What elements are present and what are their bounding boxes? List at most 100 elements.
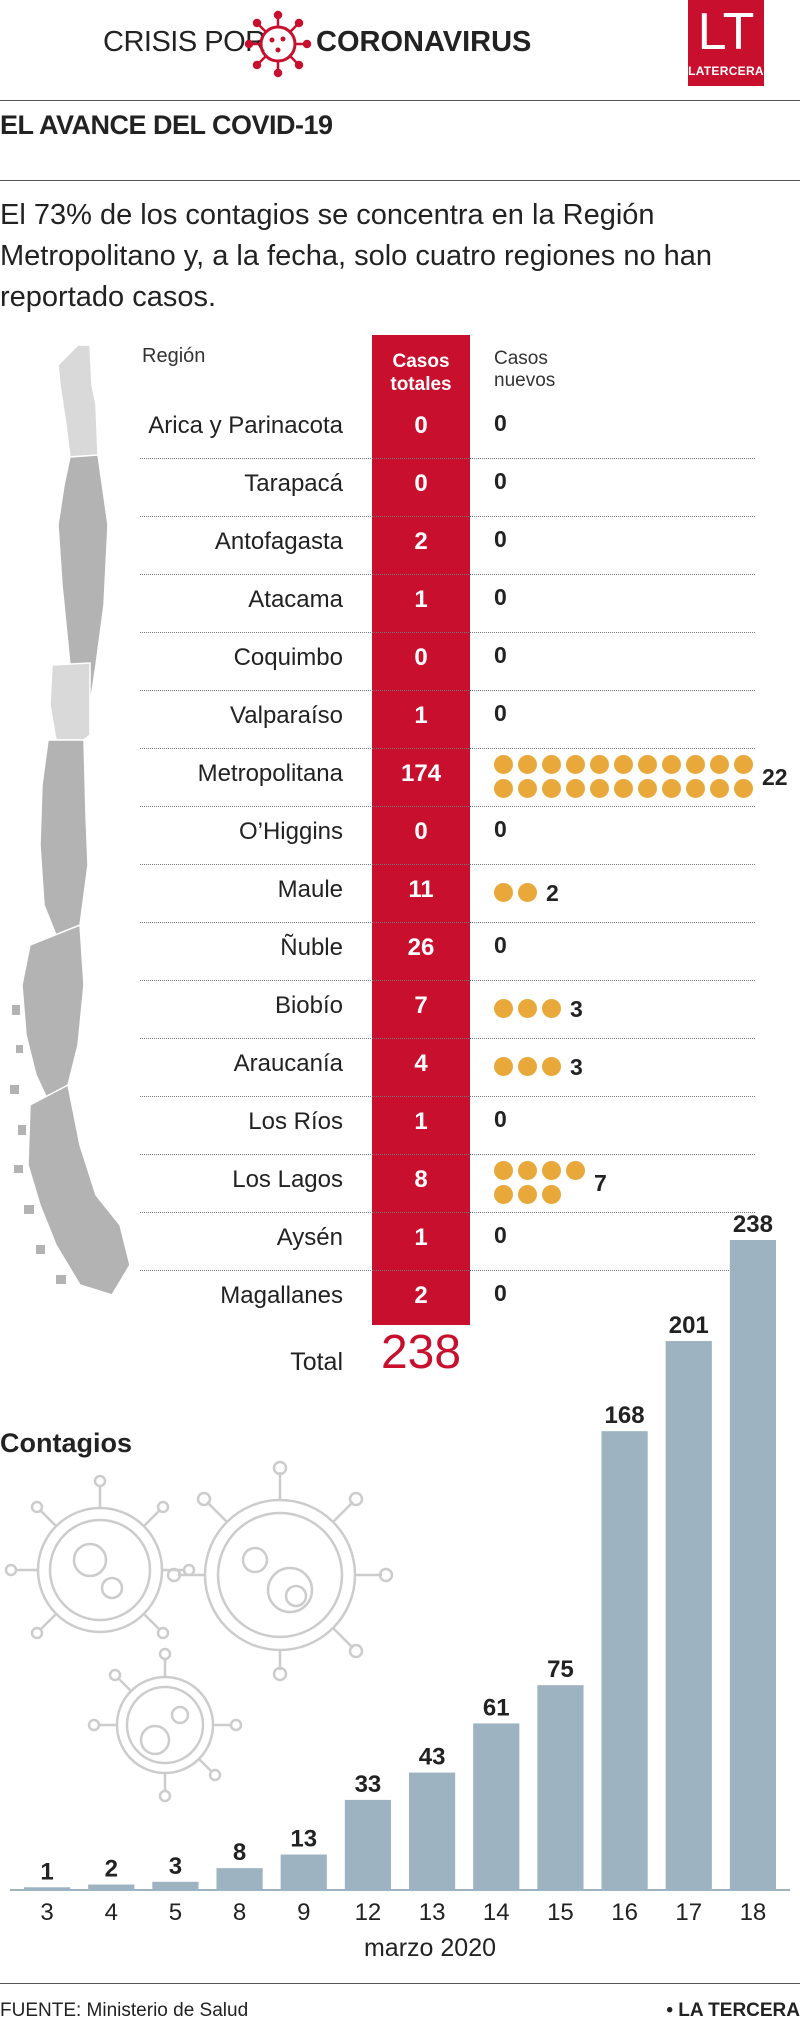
region-name: Tarapacá xyxy=(244,470,343,497)
chart-title: Contagios xyxy=(0,1428,132,1458)
total-cases-value: 0 xyxy=(414,412,428,439)
virus-illustration-bottom xyxy=(87,1647,243,1803)
header-total-line1: Casos xyxy=(392,351,450,372)
new-case-dot xyxy=(638,755,657,774)
region-name: Magallanes xyxy=(220,1282,343,1309)
row-separator xyxy=(140,806,755,807)
new-case-dot xyxy=(518,779,537,798)
new-case-dot xyxy=(590,755,609,774)
x-tick-label: 8 xyxy=(233,1899,246,1926)
region-name: Aysén xyxy=(276,1224,343,1251)
new-cases-value: 0 xyxy=(494,468,507,494)
bar-value-label: 43 xyxy=(419,1744,446,1771)
x-tick-label: 9 xyxy=(297,1899,310,1926)
bar xyxy=(729,1240,777,1890)
new-cases-value: 0 xyxy=(494,700,507,726)
map-region-coquimbo xyxy=(49,662,91,741)
bar-value-label: 61 xyxy=(483,1694,510,1721)
region-name: Arica y Parinacota xyxy=(148,412,343,439)
total-cases-value: 0 xyxy=(414,818,428,845)
total-cases-value: 1 xyxy=(414,586,428,613)
row-separator xyxy=(140,980,755,981)
total-value: 238 xyxy=(380,1326,462,1379)
new-case-dot xyxy=(638,779,657,798)
divider xyxy=(0,1983,800,1984)
region-name: Antofagasta xyxy=(214,528,343,555)
new-case-dot xyxy=(494,755,513,774)
new-case-dot xyxy=(734,755,753,774)
region-name: Valparaíso xyxy=(230,702,343,729)
bar xyxy=(23,1887,71,1890)
x-tick-label: 12 xyxy=(355,1899,382,1926)
region-name: Los Lagos xyxy=(232,1166,343,1193)
total-cases-value: 1 xyxy=(414,1224,428,1251)
header-new-line2: nuevos xyxy=(494,370,556,391)
row-separator xyxy=(140,748,755,749)
region-name: Araucanía xyxy=(233,1050,343,1077)
new-case-dot xyxy=(566,755,585,774)
virus-icon xyxy=(244,10,312,78)
header-region: Región xyxy=(142,345,206,367)
map-region-north xyxy=(57,345,99,458)
map-region-central xyxy=(39,739,89,947)
new-cases-value: 0 xyxy=(494,584,507,610)
divider xyxy=(0,180,800,181)
map-regions xyxy=(21,345,131,1296)
new-case-dot xyxy=(494,883,513,902)
new-cases-value: 7 xyxy=(594,1170,607,1196)
region-name: Los Ríos xyxy=(248,1108,343,1135)
x-tick-label: 3 xyxy=(40,1899,53,1926)
row-separator xyxy=(140,922,755,923)
region-name: Metropolitana xyxy=(197,760,343,787)
brand-label: • LA TERCERA xyxy=(666,2000,800,2021)
section-title: EL AVANCE DEL COVID-19 xyxy=(0,110,333,140)
new-case-dot xyxy=(518,883,537,902)
row-separator xyxy=(140,864,755,865)
new-cases-value: 0 xyxy=(494,642,507,668)
total-cases-value: 11 xyxy=(408,876,434,903)
new-cases-value: 3 xyxy=(570,1054,583,1080)
source-note: FUENTE: Ministerio de Salud xyxy=(0,2000,249,2021)
new-cases-value: 0 xyxy=(494,816,507,842)
new-case-dot xyxy=(494,1161,513,1180)
region-name: Coquimbo xyxy=(233,644,343,671)
new-case-dot xyxy=(542,1161,561,1180)
new-case-dot xyxy=(542,999,561,1018)
new-cases-value: 22 xyxy=(762,764,788,790)
row-separator xyxy=(140,516,755,517)
new-case-dot xyxy=(518,1057,537,1076)
crisis-label: CRISIS POR xyxy=(103,26,266,58)
new-case-dot xyxy=(710,779,729,798)
row-separator xyxy=(140,1212,755,1213)
total-cases-value: 26 xyxy=(407,934,435,961)
bar xyxy=(665,1341,712,1890)
new-cases-value: 0 xyxy=(494,1280,507,1306)
new-case-dot xyxy=(686,779,705,798)
total-cases-value: 2 xyxy=(414,1282,428,1309)
new-cases-value: 0 xyxy=(494,932,507,958)
new-case-dot xyxy=(590,779,609,798)
virus-illustrations xyxy=(4,1460,394,1803)
total-cases-value: 174 xyxy=(400,760,442,787)
new-case-dot xyxy=(494,1185,513,1204)
new-case-dot xyxy=(494,779,513,798)
new-case-dot xyxy=(518,999,537,1018)
logo-word: LATERCERA xyxy=(688,64,764,78)
header xyxy=(0,0,800,101)
bar-value-label: 8 xyxy=(233,1839,246,1866)
new-case-dot xyxy=(518,1161,537,1180)
bar-chart: 1324358813933124313611475151681620117238… xyxy=(4,1211,790,1926)
total-cases-value: 0 xyxy=(414,644,428,671)
x-axis-title: marzo 2020 xyxy=(363,1934,497,1962)
map-islands xyxy=(10,1005,66,1284)
bar-value-label: 13 xyxy=(290,1825,317,1852)
header-new-cases: Casos nuevos xyxy=(494,348,555,392)
x-tick-label: 14 xyxy=(483,1899,510,1926)
new-case-dot xyxy=(614,755,633,774)
new-case-dot xyxy=(542,779,561,798)
x-tick-label: 18 xyxy=(740,1899,767,1926)
new-cases-value: 3 xyxy=(570,996,583,1022)
total-label: Total xyxy=(290,1348,343,1376)
new-cases-value: 0 xyxy=(494,1106,507,1132)
new-case-dot xyxy=(542,1185,561,1204)
